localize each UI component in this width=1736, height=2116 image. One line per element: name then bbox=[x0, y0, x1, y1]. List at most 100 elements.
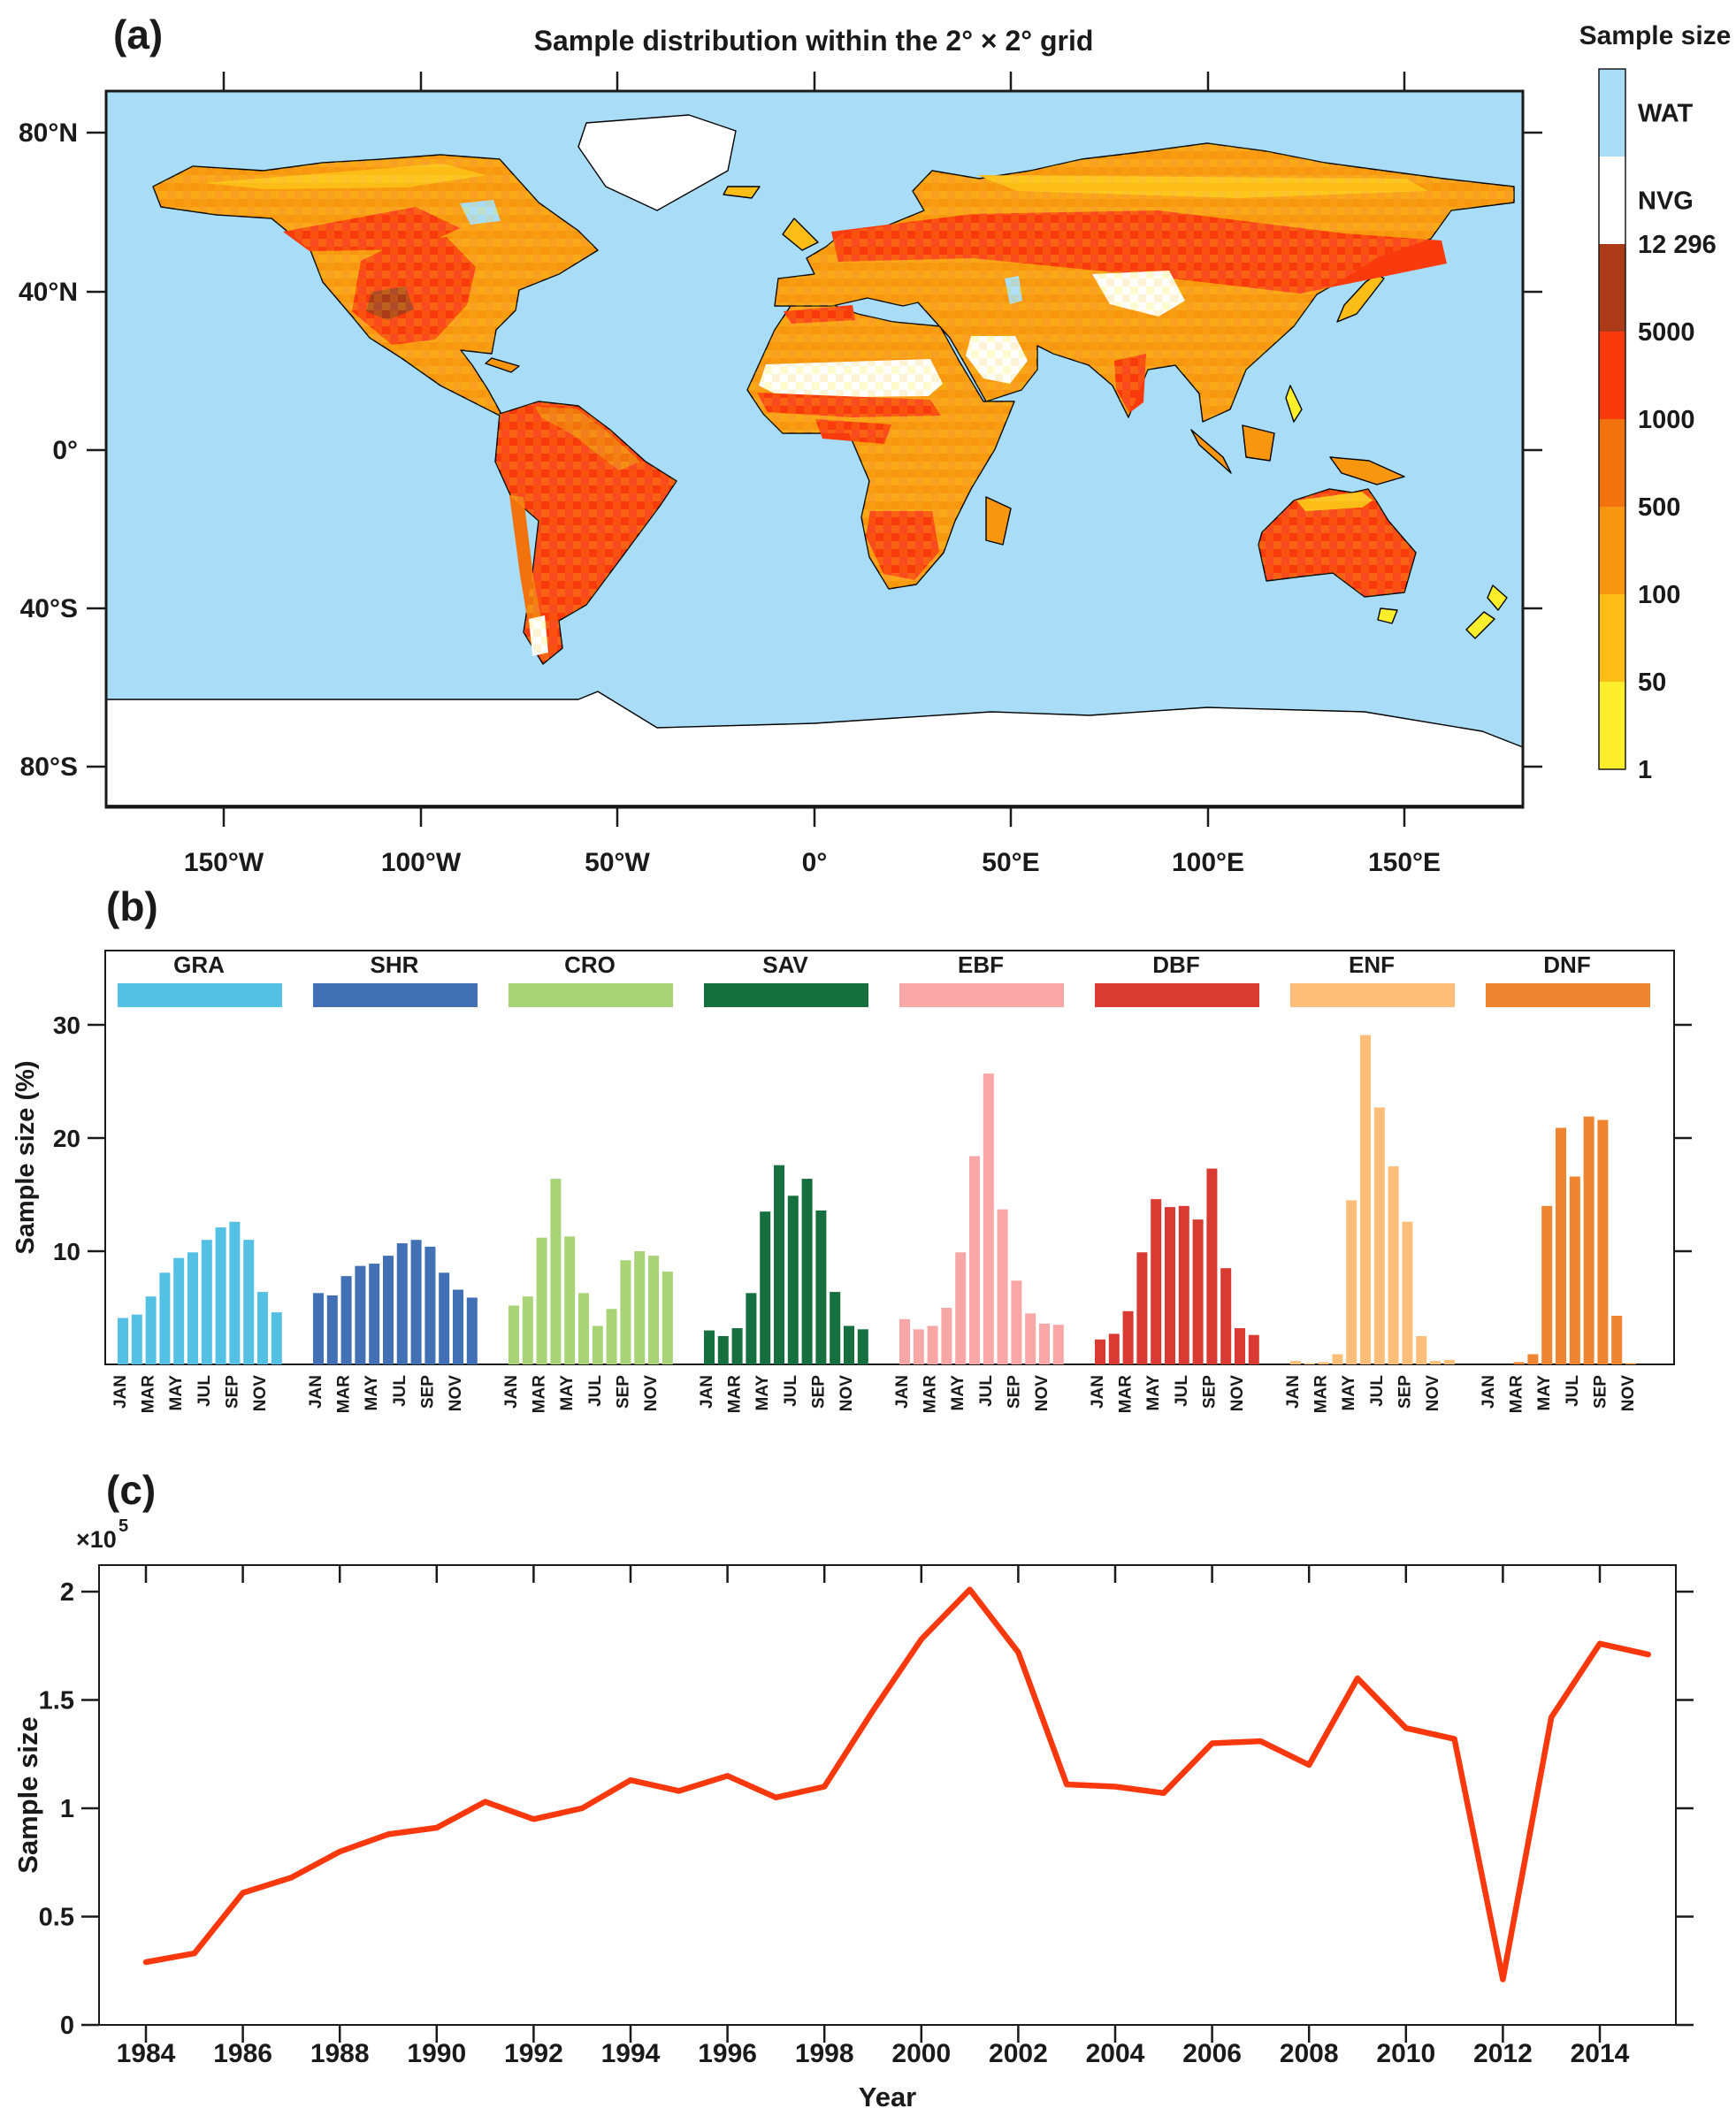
bar bbox=[899, 1318, 910, 1364]
legend-swatch bbox=[1095, 983, 1259, 1007]
island-sumatra bbox=[1190, 429, 1232, 474]
lat-tick-label: 40°N bbox=[19, 278, 78, 307]
lon-tick-label: 0° bbox=[802, 848, 828, 877]
bar bbox=[1178, 1205, 1189, 1364]
bar bbox=[131, 1314, 142, 1364]
bar bbox=[424, 1246, 436, 1364]
bar bbox=[648, 1256, 659, 1364]
month-tick-label: MAY bbox=[949, 1375, 967, 1411]
landcover-group-enf: ENF JAN MAR MAY JUL SEP NOV bbox=[1284, 951, 1455, 1413]
landcover-group-ebf: EBF JAN MAR MAY JUL SEP NOV bbox=[893, 951, 1064, 1413]
panel-c-label: (c) bbox=[106, 1467, 157, 1513]
lon-tick-label: 150°W bbox=[184, 848, 264, 877]
bar bbox=[410, 1240, 422, 1364]
percent-tick-label: 10 bbox=[53, 1238, 80, 1265]
month-tick-label: MAY bbox=[558, 1375, 577, 1411]
lon-tick-label: 50°W bbox=[585, 848, 650, 877]
group-title: ENF bbox=[1349, 951, 1395, 978]
colorbar-label: 50 bbox=[1638, 668, 1666, 697]
month-tick-label: MAY bbox=[1144, 1375, 1163, 1411]
y-scale-mantissa: ×10 bbox=[76, 1526, 117, 1553]
month-tick-label: JUL bbox=[1368, 1375, 1387, 1407]
colorbar-label: 500 bbox=[1638, 493, 1680, 522]
year-tick-label: 2010 bbox=[1376, 2039, 1435, 2068]
bar bbox=[257, 1292, 268, 1364]
bar bbox=[536, 1237, 547, 1364]
bar bbox=[118, 1318, 128, 1364]
landcover-group-cro: CRO JAN MAR MAY JUL SEP NOV bbox=[502, 951, 673, 1413]
island-new-zealand-north bbox=[1487, 584, 1508, 611]
bar bbox=[1095, 1339, 1105, 1364]
lat-tick-label: 40°S bbox=[20, 594, 78, 623]
percent-tick-label: 30 bbox=[53, 1012, 80, 1039]
colorbar-segment bbox=[1599, 507, 1625, 594]
legend-swatch bbox=[509, 983, 673, 1007]
colorbar-segment bbox=[1599, 69, 1625, 157]
panel-b-frame bbox=[104, 950, 1675, 1365]
bar bbox=[396, 1243, 408, 1364]
legend-swatch bbox=[899, 983, 1064, 1007]
colorbar-title: Sample size bbox=[1579, 21, 1732, 50]
bar bbox=[704, 1330, 715, 1364]
month-tick-label: MAR bbox=[922, 1375, 940, 1414]
bar bbox=[355, 1265, 366, 1364]
bar bbox=[1332, 1354, 1343, 1364]
lat-tick-label: 80°N bbox=[19, 118, 78, 148]
month-tick-label: MAY bbox=[1535, 1375, 1554, 1411]
year-tick-label: 2004 bbox=[1086, 2039, 1145, 2068]
bar bbox=[1192, 1219, 1204, 1364]
bar bbox=[564, 1236, 576, 1364]
bar bbox=[243, 1240, 255, 1364]
bar bbox=[1611, 1315, 1623, 1364]
panel-c-xlabel: Year bbox=[859, 2082, 917, 2112]
monthly-bar-chart: 10 20 30 Sample size (%) GRA JAN MAR MAY JUL SEP N… bbox=[11, 950, 1692, 1414]
map-title: Sample distribution within the 2° × 2° g… bbox=[533, 25, 1094, 57]
island-iceland bbox=[723, 186, 761, 199]
year-tick-label: 2008 bbox=[1280, 2039, 1339, 2068]
sample-size-tick-label: 1.5 bbox=[39, 1687, 74, 1715]
bar bbox=[439, 1272, 450, 1364]
month-tick-label: JAN bbox=[1480, 1375, 1498, 1409]
bar bbox=[731, 1328, 743, 1364]
bar bbox=[1597, 1119, 1609, 1364]
bar bbox=[1165, 1207, 1175, 1364]
lon-tick-label: 50°E bbox=[982, 848, 1039, 877]
mosaic-texture bbox=[153, 143, 1514, 664]
percent-axis: 10 20 30 bbox=[53, 1012, 1692, 1265]
colorbar-label: 100 bbox=[1638, 581, 1680, 609]
y-scale-exponent: 5 bbox=[119, 1516, 128, 1536]
bar bbox=[815, 1210, 827, 1364]
month-tick-label: MAR bbox=[726, 1375, 745, 1414]
colorbar-label: 1 bbox=[1638, 756, 1652, 784]
bar bbox=[1569, 1176, 1580, 1364]
legend-swatch bbox=[1290, 983, 1455, 1007]
month-tick-label: NOV bbox=[447, 1375, 465, 1412]
month-tick-label: SEP bbox=[418, 1375, 437, 1409]
bar bbox=[1052, 1325, 1064, 1364]
month-tick-label: MAR bbox=[1312, 1375, 1331, 1414]
island-britain bbox=[782, 218, 819, 251]
island-new-guinea bbox=[1329, 456, 1405, 485]
month-tick-label: JAN bbox=[1284, 1375, 1303, 1409]
landcover-group-dnf: DNF JAN MAR MAY JUL SEP NOV bbox=[1480, 951, 1650, 1413]
month-tick-label: MAY bbox=[753, 1375, 772, 1411]
bar bbox=[1235, 1328, 1245, 1364]
bar bbox=[1206, 1168, 1218, 1364]
bar bbox=[550, 1179, 562, 1364]
month-tick-label: MAR bbox=[140, 1375, 158, 1414]
legend-swatch bbox=[313, 983, 478, 1007]
month-tick-label: NOV bbox=[1228, 1375, 1247, 1412]
bar bbox=[1360, 1035, 1371, 1364]
month-tick-label: JAN bbox=[111, 1375, 130, 1409]
month-tick-label: MAY bbox=[167, 1375, 186, 1411]
bar bbox=[620, 1260, 631, 1364]
year-tick-label: 2000 bbox=[891, 2039, 951, 2068]
bar bbox=[1220, 1268, 1232, 1364]
landcover-group-dbf: DBF JAN MAR MAY JUL SEP NOV bbox=[1089, 951, 1259, 1413]
month-tick-label: JAN bbox=[307, 1375, 325, 1409]
world-sample-map: 80°N 40°N 0° 40°S 80°S 150°W 100°W 50°W 0° 50°E 10… bbox=[19, 68, 1717, 877]
bar bbox=[1402, 1221, 1413, 1364]
bar bbox=[229, 1221, 241, 1364]
year-tick-label: 2002 bbox=[989, 2039, 1048, 2068]
y-scale-label: ×10 5 bbox=[76, 1516, 128, 1553]
